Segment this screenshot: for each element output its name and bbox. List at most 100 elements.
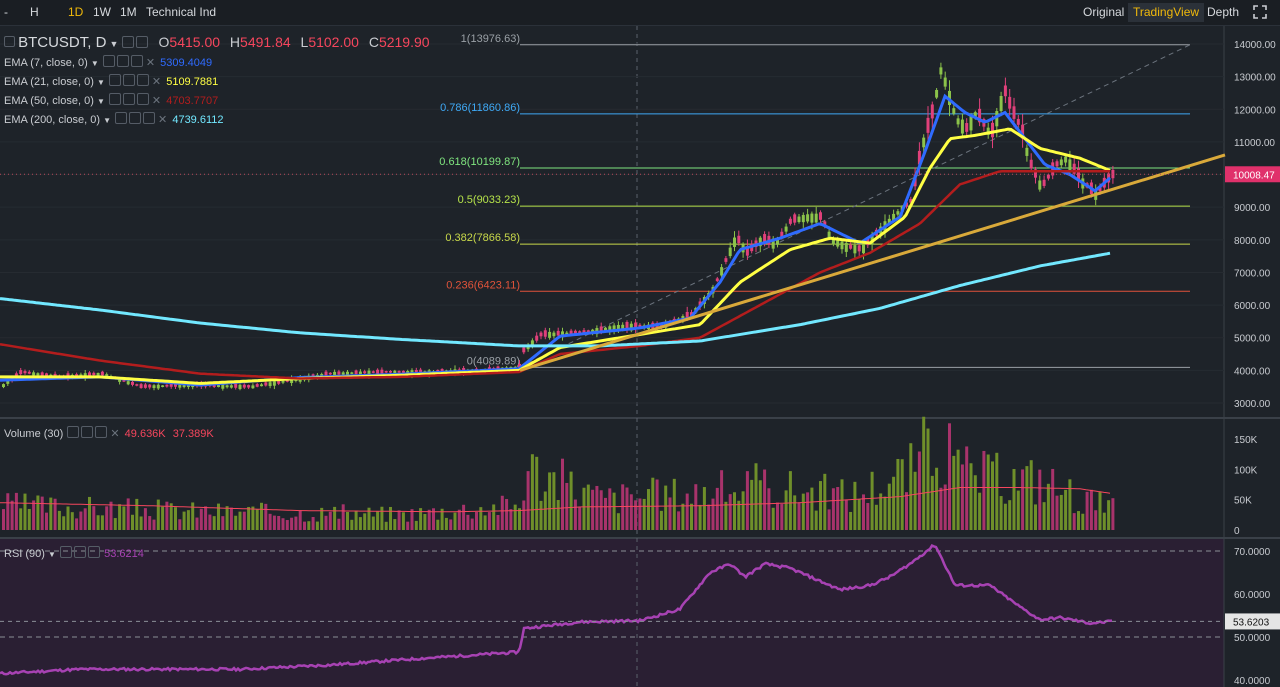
chevron-down-icon[interactable]: ▼ [109,39,119,49]
format-icon[interactable] [136,36,149,48]
candle-body [1059,159,1063,166]
candle-body [341,372,345,375]
volume-bar [303,521,306,530]
chevron-down-icon[interactable]: ▼ [90,59,99,68]
ema7-legend[interactable]: EMA (7, close, 0) ▼ ✕ 5309.4049 [4,55,212,69]
volume-bar [83,508,87,530]
settings-icon[interactable] [116,55,129,67]
ema50-label[interactable]: EMA (50, close, 0) [4,95,94,107]
ema50-legend[interactable]: EMA (50, close, 0) ▼ ✕ 4703.7707 [4,93,218,107]
volume-bar [694,484,698,530]
format-icon[interactable] [88,546,101,558]
technical-indicators-button[interactable]: Technical Ind [146,5,217,19]
eye-icon[interactable] [102,55,115,67]
volume-bar [754,463,758,530]
volume-bar [191,502,195,530]
candle-body [264,382,268,386]
volume-bar [208,514,212,530]
toolbar-item-hour[interactable]: H [30,5,39,19]
chart-canvas[interactable]: 3000.00 4000.00 5000.00 6000.00 7000.00 8000.… [0,26,1280,687]
volume-bar [900,459,904,530]
volume-label[interactable]: Volume (30) [4,428,64,440]
candle-body [165,384,169,387]
candle-body [1068,159,1072,171]
volume-bar [45,512,48,530]
close-icon[interactable]: ✕ [158,114,168,126]
volume-bar [92,506,96,530]
volume-bar [1046,483,1050,530]
ema200-label[interactable]: EMA (200, close, 0) [4,114,100,126]
format-icon[interactable] [143,112,156,124]
volume-bar [922,416,926,530]
volume-bar [935,467,939,530]
eye-icon[interactable] [60,546,73,558]
ema50-value: 4703.7707 [166,95,219,107]
chevron-down-icon[interactable]: ▼ [96,97,105,106]
candle-body [849,244,853,249]
settings-icon[interactable] [122,93,135,105]
volume-bar [823,473,827,530]
close-icon[interactable]: ✕ [151,95,162,107]
chevron-down-icon[interactable]: ▼ [96,78,105,87]
candle-body [857,245,861,252]
volume-bar [840,479,844,530]
volume-bar [414,520,418,530]
format-icon[interactable] [136,93,149,105]
format-icon[interactable] [130,55,143,67]
fullscreen-icon[interactable] [1252,4,1268,20]
rsi-label[interactable]: RSI (90) [4,548,45,560]
rsi-legend[interactable]: RSI (90) ▼ 53.6214 [4,546,144,560]
fib-diagonal-line [519,44,1191,368]
toolbar-item-minute[interactable]: - [4,5,8,19]
trendline [519,153,1226,372]
format-icon[interactable] [136,74,149,86]
ema21-value: 5109.7881 [166,76,219,88]
settings-icon[interactable] [74,546,87,558]
ema21-legend[interactable]: EMA (21, close, 0) ▼ ✕ 5109.7881 [4,74,218,88]
view-tradingview-button[interactable]: TradingView [1128,3,1205,22]
candle-body [956,118,960,125]
eye-icon[interactable] [108,93,121,105]
close-icon[interactable]: ✕ [151,76,162,88]
ema200-legend[interactable]: EMA (200, close, 0) ▼ ✕ 4739.6112 [4,112,224,126]
eye-icon[interactable] [108,74,121,86]
format-icon[interactable] [95,426,108,438]
candle-body [139,384,143,389]
ema7-label[interactable]: EMA (7, close, 0) [4,57,88,69]
toolbar-item-1w[interactable]: 1W [93,5,111,19]
volume-bar [264,503,268,530]
volume-legend[interactable]: Volume (30) ✕ 49.636K 37.389K [4,426,214,440]
settings-icon[interactable] [122,74,135,86]
volume-bar [733,492,736,530]
view-depth-button[interactable]: Depth [1207,5,1240,19]
chevron-down-icon[interactable]: ▼ [48,550,56,559]
volume-bar [475,511,478,530]
volume-bar [569,471,573,530]
settings-icon[interactable] [81,426,94,438]
chevron-down-icon[interactable]: ▼ [103,116,111,125]
volume-bar [122,506,126,530]
settings-icon[interactable] [122,36,135,48]
close-icon[interactable]: ✕ [110,428,120,440]
eye-icon[interactable] [67,426,80,438]
collapse-icon[interactable] [4,36,15,47]
close-icon[interactable]: ✕ [145,57,156,69]
toolbar-item-1m[interactable]: 1M [120,5,137,19]
ema21-label[interactable]: EMA (21, close, 0) [4,76,94,88]
volume-bar [573,499,577,530]
volume-bar [346,511,349,530]
symbol-label[interactable]: BTCUSDT, D [18,34,107,51]
settings-icon[interactable] [129,112,142,124]
volume-bar [513,504,517,530]
view-original-button[interactable]: Original [1083,5,1125,19]
volume-bar [169,503,173,530]
candle-body [281,380,285,383]
toolbar-item-1d[interactable]: 1D [68,5,84,19]
volume-bar [212,516,216,530]
candle-body [380,369,384,374]
candle-body [612,325,616,331]
low-value: 5102.00 [308,34,359,50]
candle-body [96,372,100,376]
volume-bar [195,517,199,530]
eye-icon[interactable] [115,112,128,124]
